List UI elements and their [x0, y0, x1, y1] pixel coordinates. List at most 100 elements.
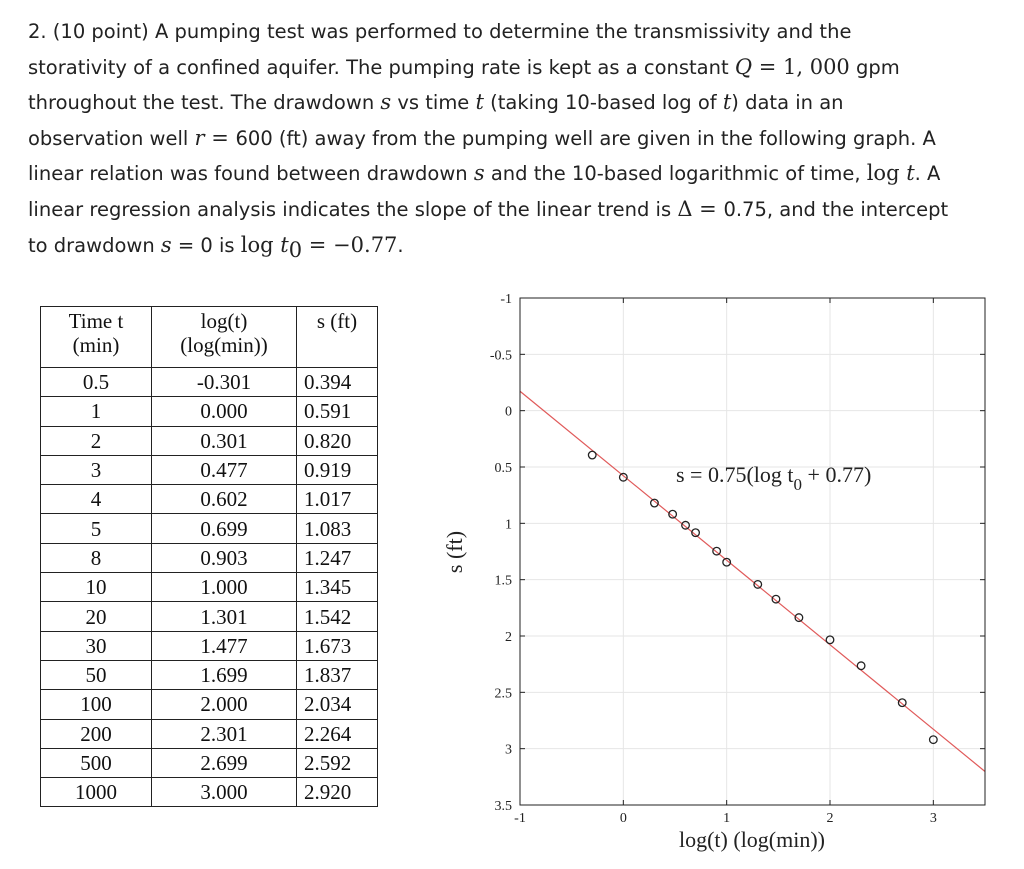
header-text: Time t — [68, 309, 124, 333]
cell-drawdown: 1.673 — [296, 630, 378, 661]
cell-time: 500 — [40, 747, 152, 779]
table-row: 10 1.000 1.345 — [40, 572, 378, 603]
problem-text: storativity of a confined aquifer. The p… — [28, 55, 735, 79]
cell-time: 50 — [40, 659, 152, 691]
problem-text: . A — [914, 162, 941, 186]
cell-drawdown: 1.083 — [296, 513, 378, 544]
problem-text: gpm — [849, 55, 900, 79]
data-point — [712, 546, 722, 556]
cell-log-time: 1.477 — [151, 630, 297, 661]
problem-text: 2. (10 point) A pumping test was perform… — [28, 20, 852, 43]
cell-drawdown: 2.592 — [296, 747, 378, 779]
problem-text: 0.75, and the intercept — [723, 197, 949, 221]
data-point — [668, 509, 678, 519]
cell-drawdown: 1.837 — [296, 659, 378, 691]
header-drawdown: s (ft) — [296, 306, 378, 368]
math-var-t: t — [722, 90, 732, 115]
x-tick-label: -1 — [514, 811, 526, 826]
data-point — [587, 450, 597, 460]
cell-time: 5 — [40, 513, 152, 544]
math-var-t: t — [906, 161, 915, 186]
y-tick-label: 1 — [505, 517, 512, 532]
cell-drawdown: 0.820 — [296, 425, 378, 456]
math-subscript: 0 — [288, 237, 303, 262]
cell-log-time: 0.602 — [151, 484, 297, 515]
cell-time: 0.5 — [40, 366, 152, 398]
math-var-s: s — [380, 90, 392, 115]
cell-log-time: 0.699 — [151, 513, 297, 544]
cell-time: 8 — [40, 542, 152, 574]
cell-drawdown: 1.017 — [296, 484, 378, 515]
table-row: 4 0.602 1.017 — [40, 484, 378, 515]
cell-time: 30 — [40, 630, 152, 661]
y-tick-label: 1.5 — [495, 574, 513, 589]
trend-line — [519, 390, 986, 772]
math-var-r: r — [194, 125, 205, 150]
data-point — [897, 698, 907, 708]
y-tick-label: 0.5 — [495, 461, 513, 476]
table-row: 50 1.699 1.837 — [40, 659, 378, 691]
cell-drawdown: 0.394 — [296, 366, 378, 398]
math-expr: = — [204, 125, 236, 150]
problem-text: (taking 10-based log of — [483, 91, 723, 115]
annotation-equation: s = 0.75(log t0 + 0.77) — [676, 462, 871, 494]
data-table: Time t (min) log(t) (log(min)) s (ft) 0.5-… — [40, 306, 378, 808]
x-tick-label: 3 — [930, 811, 937, 826]
problem-text: 600 (ft) away from the pumping well are … — [235, 126, 936, 150]
cell-log-time: 0.000 — [151, 396, 297, 427]
x-tick-label: 0 — [620, 811, 627, 826]
table-row: 5 0.699 1.083 — [40, 513, 378, 544]
header-text: (min) — [72, 333, 120, 357]
grid-lines — [520, 298, 985, 805]
problem-text: = 0 is — [171, 233, 241, 257]
cell-log-time: 2.000 — [151, 689, 297, 720]
problem-text: linear regression analysis indicates the… — [28, 197, 678, 221]
math-delta: Δ = — [677, 196, 724, 221]
table-row: 100 2.000 2.034 — [40, 689, 378, 720]
problem-line-5: linear relation was found between drawdo… — [28, 156, 1008, 192]
cell-drawdown: 1.247 — [296, 542, 378, 574]
cell-log-time: 3.000 — [151, 777, 297, 808]
cell-drawdown: 2.034 — [296, 689, 378, 720]
table-row: 20 1.301 1.542 — [40, 601, 378, 632]
math-log: log — [866, 161, 907, 186]
data-points — [587, 450, 938, 745]
problem-statement: 2. (10 point) A pumping test was perform… — [28, 14, 1008, 263]
table-row: 2 0.301 0.820 — [40, 425, 378, 456]
problem-text: throughout the test. The drawdown — [28, 91, 381, 115]
header-text: s (ft) — [316, 309, 358, 333]
math-var-t: t — [280, 232, 289, 257]
y-tick-label: -0.5 — [490, 348, 512, 363]
data-point — [928, 735, 938, 745]
problem-text: to drawdown — [28, 233, 161, 257]
header-text: (log(min)) — [180, 333, 268, 357]
table-row: 1000 3.000 2.920 — [40, 777, 378, 808]
header-text: log(t) — [200, 309, 248, 333]
cell-log-time: 1.301 — [151, 601, 297, 632]
data-point — [649, 498, 659, 508]
problem-text: linear relation was found between drawdo… — [28, 162, 474, 186]
math-var-s: s — [473, 161, 485, 186]
math-var-q: Q — [734, 54, 753, 79]
data-point — [856, 661, 866, 671]
annotation-text: + 0.77) — [802, 462, 871, 487]
table-row: 1 0.000 0.591 — [40, 396, 378, 427]
data-point — [618, 472, 628, 482]
data-point — [681, 520, 690, 530]
cell-log-time: -0.301 — [151, 366, 297, 398]
problem-line-3: throughout the test. The drawdown s vs t… — [28, 85, 1008, 121]
annotation-subscript: 0 — [794, 475, 803, 494]
cell-drawdown: 2.264 — [296, 718, 378, 749]
table-row: 0.5 -0.301 0.394 — [40, 366, 378, 398]
header-time: Time t (min) — [40, 306, 152, 368]
trend-line-group — [519, 390, 986, 772]
cell-time: 1000 — [40, 777, 152, 808]
problem-line-4: observation well r = 600 (ft) away from … — [28, 121, 1008, 157]
problem-text: ) data in an — [731, 91, 844, 115]
cell-time: 20 — [40, 601, 152, 632]
math-var-s: s — [160, 232, 172, 257]
cell-drawdown: 0.591 — [296, 396, 378, 427]
table-header-row: Time t (min) log(t) (log(min)) s (ft) — [40, 306, 378, 368]
math-log: log — [240, 232, 281, 257]
cell-time: 4 — [40, 484, 152, 515]
